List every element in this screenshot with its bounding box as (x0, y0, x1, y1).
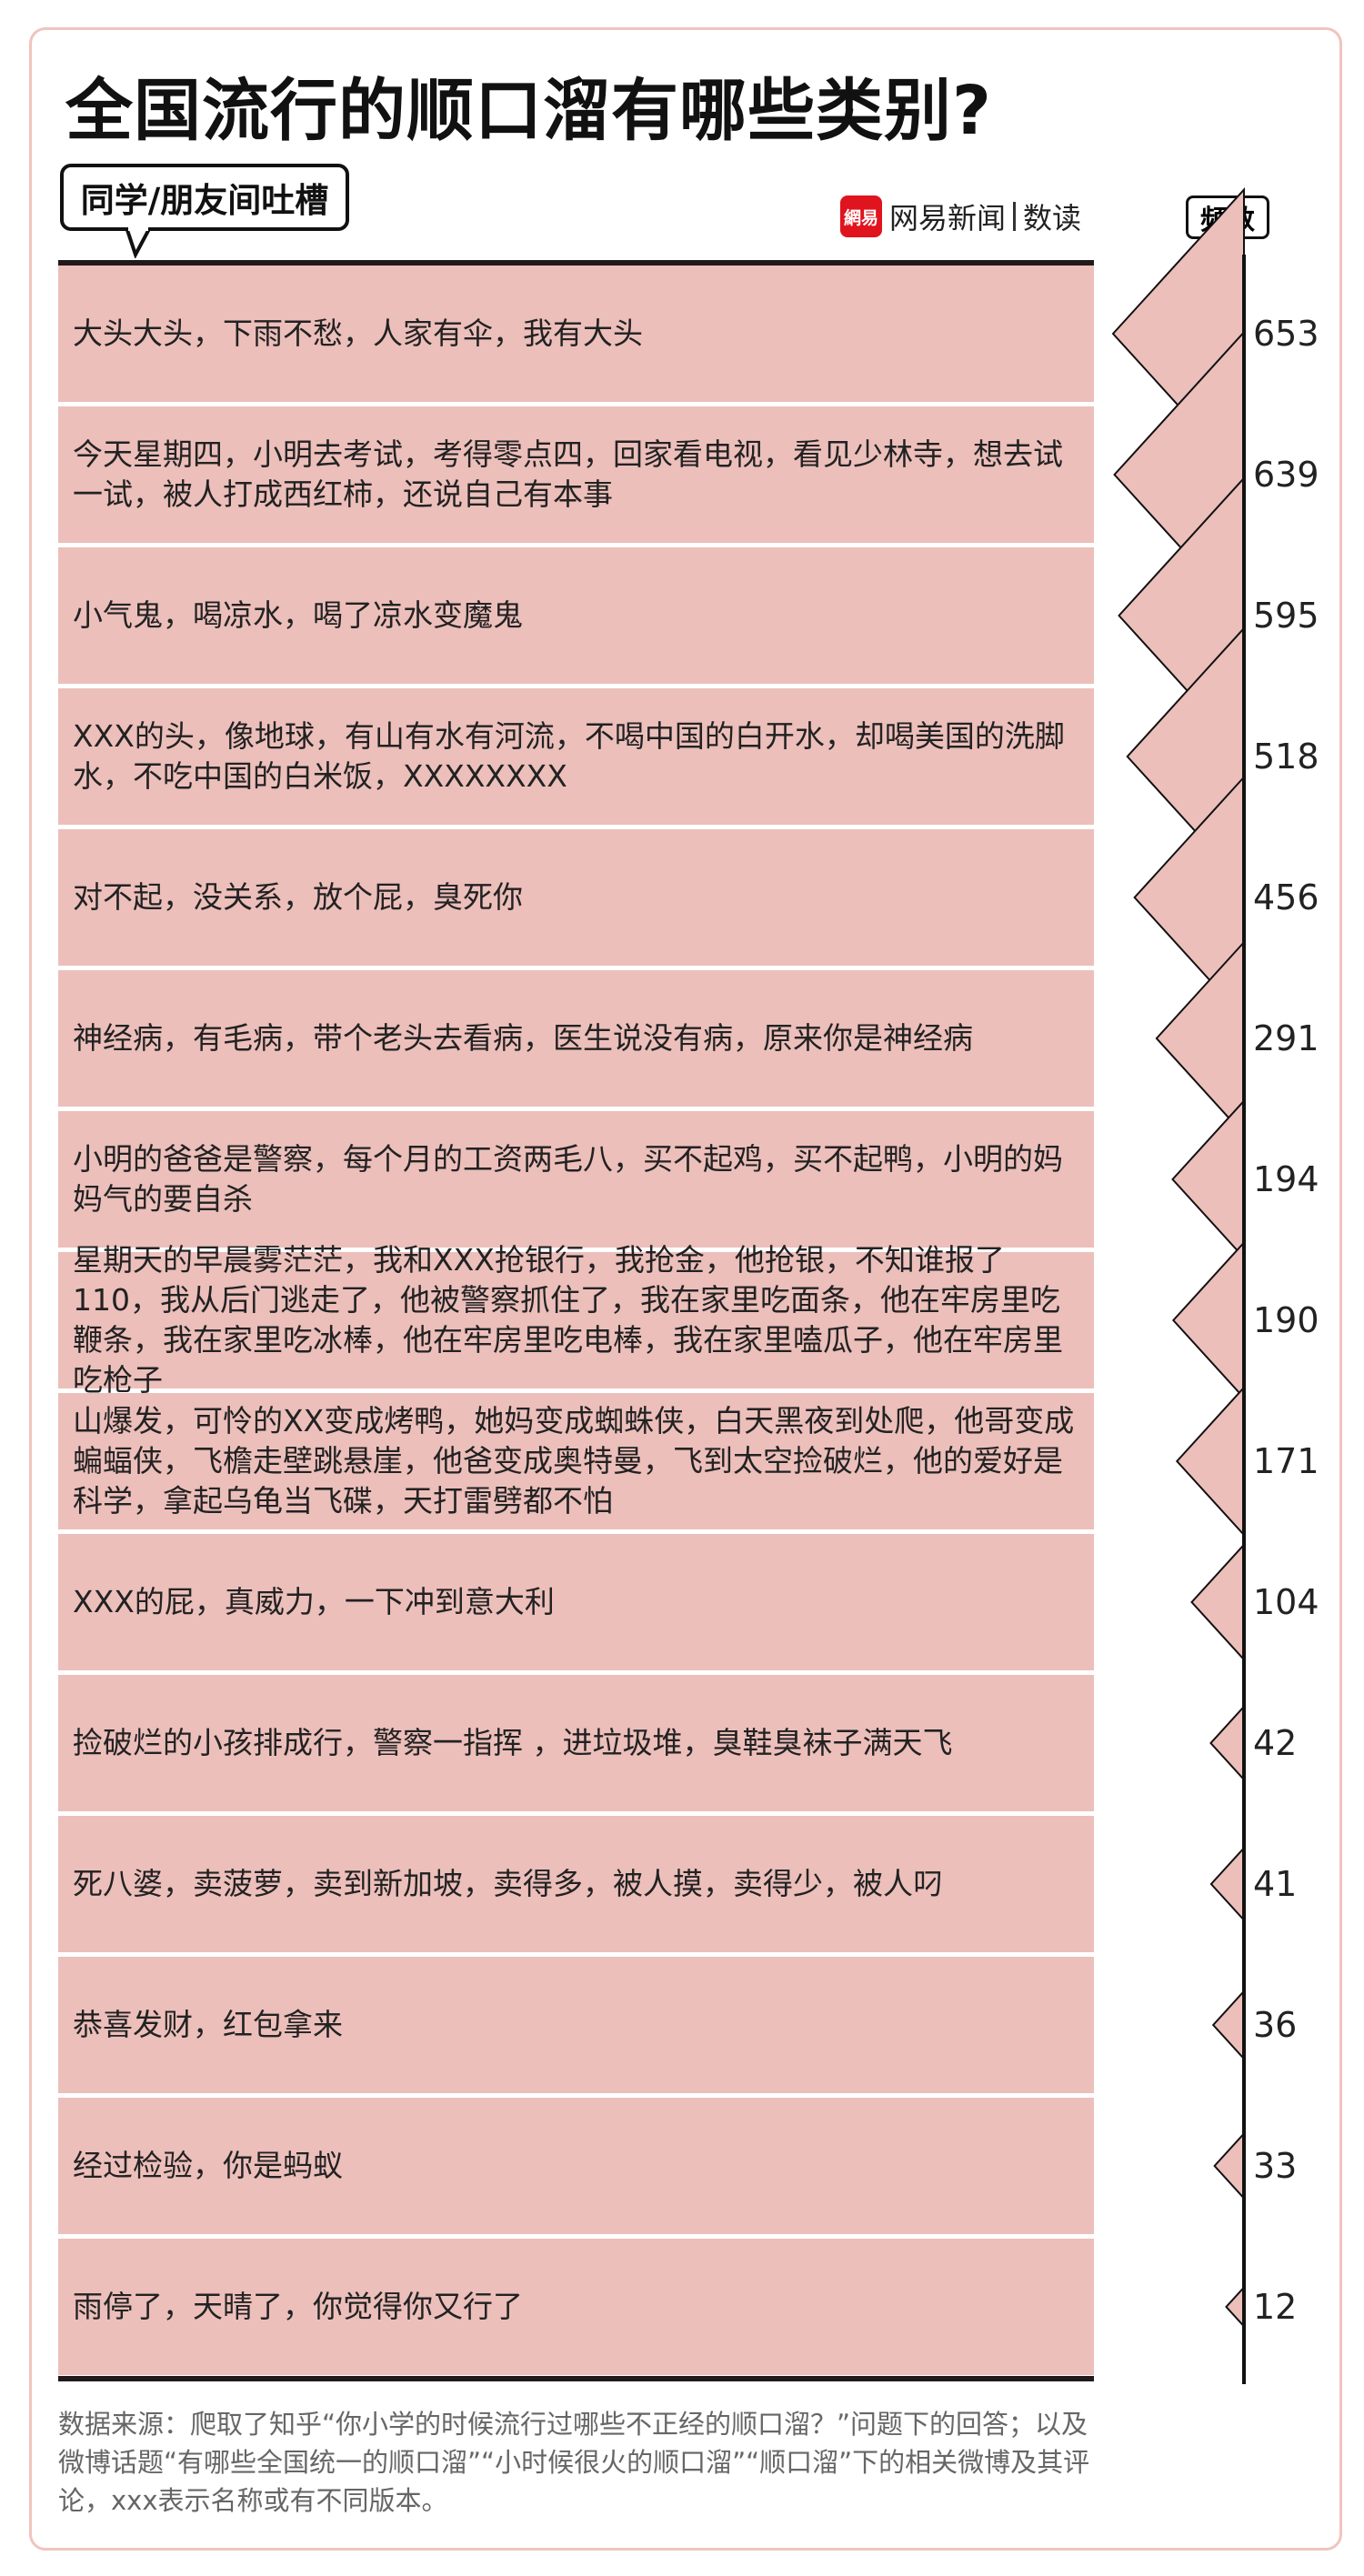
row-text: 经过检验，你是蚂蚁 (73, 2148, 343, 2183)
table-row: 大头大头，下雨不愁，人家有伞，我有大头 (58, 266, 1094, 402)
table-row: 小气鬼，喝凉水，喝了凉水变魔鬼 (58, 547, 1094, 684)
row-text: 捡破烂的小孩排成行，警察一指挥 ，进垃圾堆，臭鞋臭袜子满天飞 (73, 1725, 953, 1760)
value-label: 456 (1253, 877, 1319, 917)
value-label: 595 (1253, 596, 1319, 636)
triangle-mark (1190, 1542, 1245, 1662)
triangle-mark (1175, 1385, 1245, 1538)
speech-bubble-tail (124, 227, 153, 258)
triangle-mark (1209, 1704, 1245, 1782)
row-text: 小明的爸爸是警察，每个月的工资两毛八，买不起鸡，买不起鸭，小明的妈妈气的要自杀 (73, 1141, 1063, 1217)
table-row: 雨停了，天晴了，你觉得你又行了 (58, 2239, 1094, 2375)
logo-sub: 数读 (1023, 201, 1082, 236)
row-text: 星期天的早晨雾茫茫，我和XXX抢银行，我抢金，他抢银，不知谁报了110，我从后门… (73, 1242, 1063, 1398)
category-label: 同学/朋友间吐槽 (60, 164, 349, 231)
value-label: 190 (1253, 1300, 1319, 1340)
table-row: XXX的屁，真威力，一下冲到意大利 (58, 1534, 1094, 1670)
brand-logo: 網易 网易新闻 数读 (840, 195, 1081, 237)
table-row: 小明的爸爸是警察，每个月的工资两毛八，买不起鸡，买不起鸭，小明的妈妈气的要自杀 (58, 1111, 1094, 1248)
value-label: 12 (1253, 2287, 1298, 2327)
table-row: 死八婆，卖菠萝，卖到新加坡，卖得多，被人摸，卖得少，被人叼 (58, 1816, 1094, 1952)
card-frame (29, 27, 1342, 2551)
value-label: 42 (1253, 1723, 1298, 1763)
page-title: 全国流行的顺口溜有哪些类别? (65, 72, 992, 150)
row-text: XXX的头，像地球，有山有水有河流，不喝中国的白开水，却喝美国的洗脚水，不吃中国… (73, 718, 1065, 794)
logo-divider (1013, 202, 1017, 231)
value-label: 653 (1253, 314, 1319, 354)
table-row: XXX的头，像地球，有山有水有河流，不喝中国的白开水，却喝美国的洗脚水，不吃中国… (58, 688, 1094, 825)
row-text: XXX的屁，真威力，一下冲到意大利 (73, 1584, 555, 1619)
table-row: 恭喜发财，红包拿来 (58, 1957, 1094, 2093)
value-label: 41 (1253, 1864, 1298, 1904)
row-text: 神经病，有毛病，带个老头去看病，医生说没有病，原来你是神经病 (73, 1020, 973, 1056)
row-text: 雨停了，天晴了，你觉得你又行了 (73, 2289, 523, 2324)
row-text: 死八婆，卖菠萝，卖到新加坡，卖得多，被人摸，卖得少，被人叼 (73, 1866, 943, 1901)
triangle-mark (1213, 2130, 1245, 2201)
triangle-mark (1211, 1989, 1245, 2061)
triangle-mark (1171, 1098, 1245, 1260)
source-note: 数据来源：爬取了知乎“你小学的时候流行过哪些不正经的顺口溜？”问题下的回答；以及… (58, 2409, 1090, 2516)
table-row: 经过检验，你是蚂蚁 (58, 2098, 1094, 2234)
value-label: 104 (1253, 1582, 1319, 1622)
table-row: 山爆发，可怜的XX变成烤鸭，她妈变成蜘蛛侠，白天黑夜到处爬，他哥变成蝙蝠侠，飞檐… (58, 1393, 1094, 1529)
top-rule (58, 260, 1094, 266)
table-row: 今天星期四，小明去考试，考得零点四，回家看电视，看见少林寺，想去试一试，被人打成… (58, 406, 1094, 543)
row-text: 恭喜发财，红包拿来 (73, 2007, 343, 2042)
triangle-mark (1209, 1845, 1245, 1923)
triangle-mark (1225, 2284, 1245, 2330)
logo-text: 网易新闻 (889, 201, 1007, 236)
value-label: 639 (1253, 455, 1319, 495)
row-text: 小气鬼，喝凉水，喝了凉水变魔鬼 (73, 597, 523, 633)
row-text: 对不起，没关系，放个屁，臭死你 (73, 879, 523, 915)
row-text: 山爆发，可怜的XX变成烤鸭，她妈变成蜘蛛侠，白天黑夜到处爬，他哥变成蝙蝠侠，飞檐… (73, 1403, 1075, 1519)
value-label: 171 (1253, 1441, 1319, 1481)
triangle-mark (1171, 1239, 1245, 1401)
bottom-rule (58, 2376, 1094, 2381)
value-label: 291 (1253, 1018, 1319, 1058)
netease-logo-icon: 網易 (840, 195, 882, 237)
table-row: 神经病，有毛病，带个老头去看病，医生说没有病，原来你是神经病 (58, 970, 1094, 1107)
value-label: 194 (1253, 1159, 1319, 1199)
value-label: 33 (1253, 2146, 1298, 2186)
table-row: 捡破烂的小孩排成行，警察一指挥 ，进垃圾堆，臭鞋臭袜子满天飞 (58, 1675, 1094, 1811)
row-text: 大头大头，下雨不愁，人家有伞，我有大头 (73, 316, 643, 351)
value-label: 36 (1253, 2005, 1298, 2045)
table-row: 星期天的早晨雾茫茫，我和XXX抢银行，我抢金，他抢银，不知谁报了110，我从后门… (58, 1242, 1094, 1398)
table-row: 对不起，没关系，放个屁，臭死你 (58, 829, 1094, 966)
value-label: 518 (1253, 737, 1319, 777)
row-text: 今天星期四，小明去考试，考得零点四，回家看电视，看见少林寺，想去试一试，被人打成… (73, 436, 1063, 512)
